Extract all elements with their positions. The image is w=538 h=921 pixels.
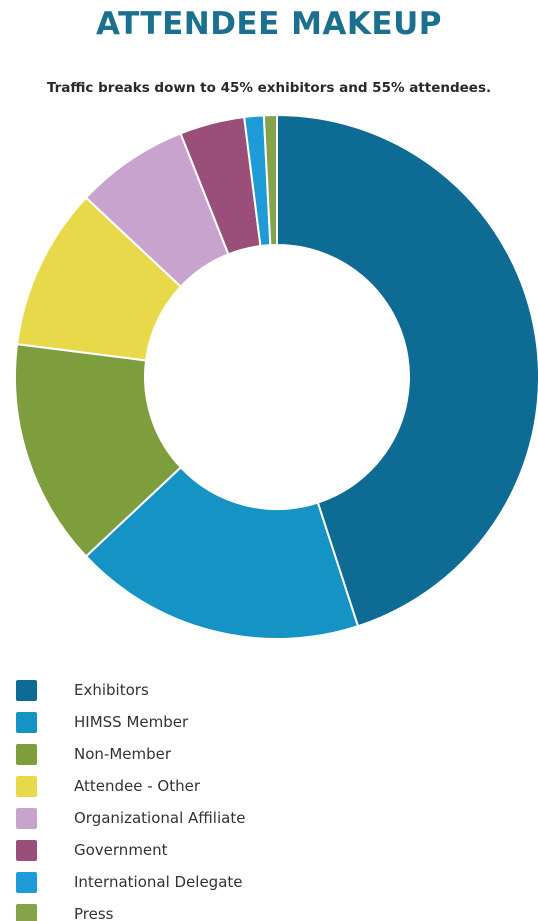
legend-label: Exhibitors xyxy=(74,681,149,699)
legend-item-attendee-other: Attendee - Other xyxy=(16,770,516,802)
legend-label: Attendee - Other xyxy=(74,777,201,795)
slice-exhibitors xyxy=(276,113,538,628)
legend-item-non-member: Non-Member xyxy=(16,738,516,770)
legend-label: HIMSS Member xyxy=(74,713,189,731)
donut-chart xyxy=(14,113,538,640)
chart-legend: Exhibitors HIMSS Member Non-Member Attendee… xyxy=(16,674,516,921)
legend-swatch xyxy=(16,839,37,861)
slice-non-member xyxy=(14,343,183,558)
legend-swatch xyxy=(16,807,37,829)
chart-subtitle: Traffic breaks down to 45% exhibitors an… xyxy=(46,80,492,96)
legend-swatch xyxy=(16,679,37,701)
legend-item-government: Government xyxy=(16,834,516,866)
legend-label: International Delegate xyxy=(74,873,243,891)
legend-swatch xyxy=(16,711,37,733)
chart-title: ATTENDEE MAKEUP xyxy=(95,6,443,42)
legend-item-international-delegate: International Delegate xyxy=(16,866,516,898)
slice-himss-member xyxy=(84,465,360,640)
legend-label: Organizational Affiliate xyxy=(74,809,246,827)
legend-swatch xyxy=(16,903,37,921)
legend-label: Press xyxy=(74,905,114,921)
legend-swatch xyxy=(16,871,37,893)
slice-press xyxy=(262,113,278,247)
legend-label: Non-Member xyxy=(74,745,172,763)
legend-label: Government xyxy=(74,841,168,859)
legend-item-organizational-affiliate: Organizational Affiliate xyxy=(16,802,516,834)
legend-swatch xyxy=(16,743,37,765)
legend-item-press: Press xyxy=(16,898,516,921)
legend-item-himss-member: HIMSS Member xyxy=(16,706,516,738)
legend-item-exhibitors: Exhibitors xyxy=(16,674,516,706)
legend-swatch xyxy=(16,775,37,797)
